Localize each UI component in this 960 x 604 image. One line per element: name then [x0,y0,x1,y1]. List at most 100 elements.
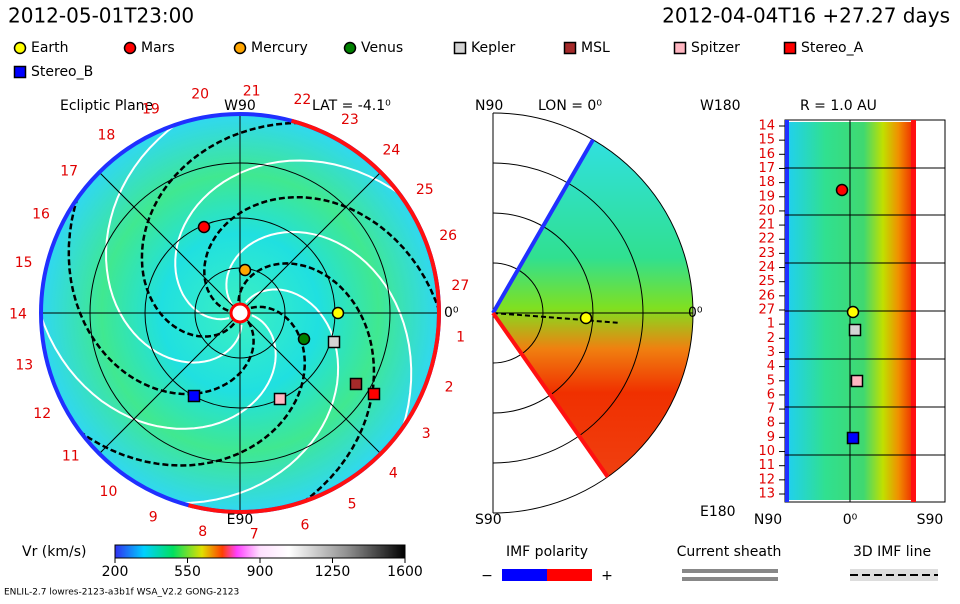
radial-bottom: E180 [700,504,736,520]
row-label: 21 [758,218,775,233]
colorbar-tick-label: 1600 [387,564,423,580]
row-label: 19 [758,189,775,204]
row-label: 26 [758,288,775,303]
marker [233,41,247,55]
colorbar-tick-label: 200 [102,564,129,580]
marker [367,387,381,401]
radial-x-label: N90 [754,512,782,528]
radial-x-label: 0⁰ [843,512,858,528]
colorbar-tick-label: 550 [174,564,201,580]
ring-label: 13 [15,357,33,373]
row-label: 24 [758,260,775,275]
radial-row-labels: 1415161718192021222324252627123456789101… [758,119,775,502]
imf-positive [547,569,592,581]
ring-label: 26 [439,228,457,244]
marker [187,389,201,403]
row-label: 15 [758,133,775,148]
row-label: 5 [767,373,775,388]
ring-label: 2 [445,380,454,396]
colorbar-label: Vr (km/s) [22,544,86,560]
imf-minus: − [481,568,493,584]
ring-label: 21 [243,83,261,99]
marker [579,311,593,325]
legend-label: Venus [361,40,403,56]
ring-label: 14 [9,306,27,322]
ring-label: 4 [389,466,398,482]
legend-label: Spitzer [691,40,740,56]
row-label: 27 [758,303,775,318]
ring-label: 19 [142,102,160,118]
meridional-lon: LON = 0⁰ [538,98,602,114]
ecliptic-right: 0⁰ [444,305,459,321]
edge-blue [491,138,595,315]
run-info: 2012-04-04T16 +27.27 days [662,4,950,28]
marker [453,41,467,55]
marker [846,305,860,319]
row-label: 2 [767,331,775,346]
row-label: 12 [758,472,775,487]
radial-x-label: S90 [917,512,944,528]
marker [846,431,860,445]
ring-label: 16 [32,207,50,223]
row-label: 10 [758,444,775,459]
ring-label: 6 [300,517,309,533]
sheath-title: Current sheath [677,544,782,560]
row-label: 1 [767,317,775,332]
ring-label: 25 [416,182,434,198]
row-label: 9 [767,430,775,445]
ring-label: 24 [382,143,400,159]
spiral [203,195,438,340]
legend-label: Mercury [251,40,308,56]
row-label: 25 [758,274,775,289]
colorbar-tick-label: 900 [247,564,274,580]
row-label: 16 [758,147,775,162]
ecliptic-title: Ecliptic Plane [60,98,153,114]
legend: Earth Mars Mercury Venus Kepler MSL Spitzer Ste… [13,40,864,80]
sun [229,302,251,324]
marker [273,392,287,406]
imf-plus: + [601,568,613,584]
row-label: 22 [758,232,775,247]
marker [835,183,849,197]
marker [673,41,687,55]
ecliptic-top: W90 [224,98,256,114]
row-label: 23 [758,246,775,261]
ring-label: 15 [15,255,33,271]
ring-label: 20 [191,87,209,103]
ring-label: 22 [294,92,312,108]
sheath-line [682,569,778,573]
marker [123,41,137,55]
legend-label: Earth [31,40,69,56]
row-label: 4 [767,359,775,374]
marker [13,65,27,79]
footer: ENLIL-2.7 lowres-2123-a3b1f WSA_V2.2 GON… [4,588,239,598]
ring-label: 27 [451,278,469,294]
meridional-bottom: S90 [475,512,502,528]
ecliptic-border-red [187,118,441,514]
imf-line [492,312,621,324]
row-label: 11 [758,458,775,473]
ring-label: 1 [456,329,465,345]
legend-label: Stereo_A [801,40,864,56]
row-label: 3 [767,345,775,360]
marker [783,41,797,55]
ring-label: 23 [341,112,359,128]
marker [850,374,864,388]
marker [848,323,862,337]
row-label: 6 [767,387,775,402]
ring-label: 10 [100,484,118,500]
ring-label: 5 [348,497,357,513]
imf-negative [502,569,547,581]
spiral [56,305,306,467]
ring-label: 8 [198,524,207,540]
marker [563,41,577,55]
row-label: 13 [758,487,775,502]
legend-label: Stereo_B [31,64,93,80]
sheath-line [682,577,778,581]
ring-label: 18 [97,128,115,144]
meridional-right: 0⁰ [688,305,703,321]
legend-label: Kepler [471,40,515,56]
marker [238,263,252,277]
ecliptic-lat: LAT = -4.1⁰ [312,98,391,114]
